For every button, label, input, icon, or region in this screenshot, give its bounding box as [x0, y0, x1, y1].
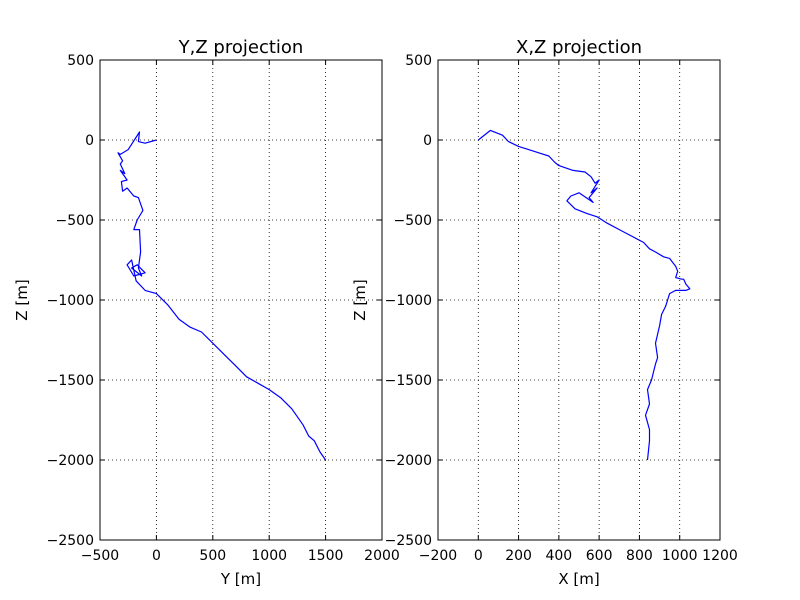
y-tick-label: −2500 — [385, 533, 432, 549]
x-tick-label: 600 — [586, 548, 613, 564]
x-tick-label: −500 — [81, 548, 119, 564]
x-tick-label: 800 — [626, 548, 653, 564]
y-tick-label: 500 — [67, 53, 94, 69]
series-group — [477, 129, 691, 461]
x-tick-label: 1000 — [251, 548, 287, 564]
y-tick-label: −500 — [56, 213, 94, 229]
x-tick-label: 0 — [152, 548, 161, 564]
y-tick-label: −2000 — [385, 453, 432, 469]
y-tick-label: 500 — [405, 53, 432, 69]
chart-title: Y,Z projection — [178, 37, 304, 58]
x-axis-label: Y [m] — [220, 570, 261, 588]
x-tick-label: −200 — [419, 548, 457, 564]
x-tick-label: 1200 — [702, 548, 738, 564]
y-tick-label: −2500 — [47, 533, 94, 549]
x-tick-label: 2000 — [364, 548, 400, 564]
y-axis-label: Z [m] — [351, 279, 369, 320]
y-tick-label: 0 — [85, 133, 94, 149]
grid-lines — [437, 59, 721, 541]
y-tick-label: 0 — [423, 133, 432, 149]
x-axis-label: X [m] — [558, 570, 599, 588]
chart-title: X,Z projection — [516, 37, 642, 58]
y-tick-label: −2000 — [47, 453, 94, 469]
x-tick-label: 500 — [199, 548, 226, 564]
x-tick-label: 1000 — [662, 548, 698, 564]
x-tick-label: 200 — [505, 548, 532, 564]
series-group — [117, 131, 327, 461]
x-tick-label: 1500 — [308, 548, 344, 564]
chart-panel-yz: Y,Z projection −500 0 500 1000 1500 20005000−… — [13, 37, 400, 588]
axis-ticks: −500 0 500 1000 1500 2000 500 0 −500 −1000 −1500 −2… — [47, 53, 400, 564]
chart-panel-xz: X,Z projection −200 0 200 400 600 800 1000 1200… — [351, 37, 738, 588]
trajectory-line — [477, 129, 691, 461]
y-tick-label: −1500 — [385, 373, 432, 389]
trajectory-line — [117, 131, 327, 461]
y-axis-label: Z [m] — [13, 279, 31, 320]
y-tick-label: −1000 — [47, 293, 94, 309]
y-tick-label: −1500 — [47, 373, 94, 389]
x-tick-label: 0 — [474, 548, 483, 564]
y-tick-label: −500 — [394, 213, 432, 229]
x-tick-label: 400 — [545, 548, 572, 564]
grid-lines — [99, 59, 383, 541]
y-tick-label: −1000 — [385, 293, 432, 309]
axis-ticks: −200 0 200 400 600 800 1000 12005000−500−1000−1… — [385, 53, 738, 564]
plot-frame — [99, 59, 383, 541]
